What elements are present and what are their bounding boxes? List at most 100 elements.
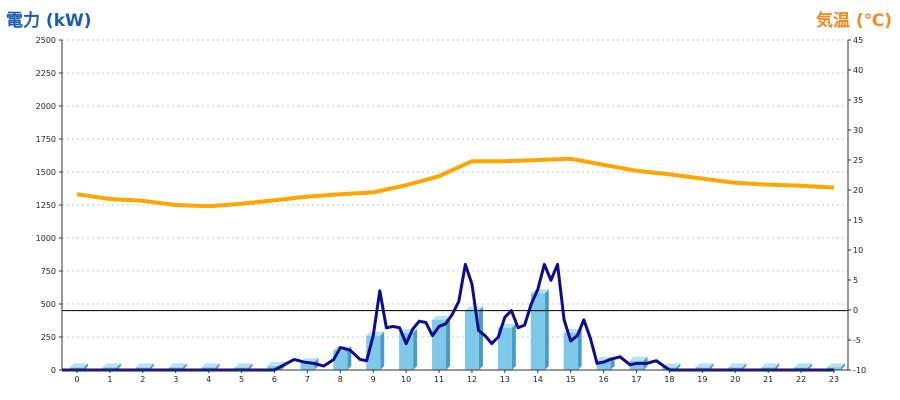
bar-side [182,363,187,370]
right-tick-label: 5 [853,276,858,285]
x-tick-label: 2 [140,375,145,384]
right-tick-label: 45 [853,36,863,45]
bar-top [629,356,648,361]
grid-lines [62,39,848,338]
power-line [62,262,834,372]
bar [530,293,545,370]
bar-side [248,363,253,370]
bar-side [84,363,88,370]
left-tick-label: 2250 [36,69,56,78]
bar-side [775,363,780,370]
right-tick-label: 30 [853,126,863,135]
bar [497,327,512,370]
x-tick-label: 19 [697,375,707,384]
x-tick-label: 3 [173,375,178,384]
right-tick-label: 10 [853,246,863,255]
bar-side [511,323,516,370]
x-tick-label: 23 [829,375,839,384]
bar-top [827,363,845,368]
right-axis-title: 気温 (℃) [815,11,892,31]
bar-top [432,315,451,320]
x-tick-label: 0 [74,375,79,384]
left-tick-labels: 0 250 500 750 1000 1250 1500 1750 2000 2250 2500 [36,36,62,375]
left-tick-label: 1750 [36,135,56,144]
bar-top [761,363,780,368]
bar-side [413,329,418,370]
x-tick-label: 16 [599,375,609,384]
left-tick-label: 500 [41,300,56,309]
bar-side [676,363,681,370]
left-tick-label: 2000 [36,102,56,111]
bar-side [478,306,483,370]
x-tick-label: 4 [206,375,211,384]
bar-side [116,363,121,370]
right-tick-label: 40 [853,66,863,75]
bar-top [70,363,88,368]
left-axis-title: 電力 (kW) [6,11,92,31]
x-tick-label: 14 [533,375,543,384]
right-tick-label: 20 [853,186,863,195]
right-tick-labels: -10 -5 0 5 10 15 20 25 30 35 40 45 [848,36,866,375]
bar-side [215,363,220,370]
right-tick-label: -5 [853,336,861,345]
x-tick-labels: 0 1 2 3 4 5 6 7 8 9 10 11 12 13 14 15 16 17 18 19 20 21 22 23 [74,370,839,384]
x-tick-label: 9 [371,375,376,384]
bar [464,310,479,370]
x-tick-label: 5 [239,375,244,384]
bar [399,333,414,370]
x-tick-label: 1 [107,375,112,384]
bar-top [201,363,220,368]
x-tick-label: 10 [401,375,411,384]
left-tick-label: 750 [41,267,56,276]
x-tick-label: 17 [631,375,641,384]
bar-side [544,289,549,370]
bar-top [135,363,154,368]
bar [629,360,644,370]
x-tick-label: 12 [467,375,477,384]
x-tick-label: 20 [730,375,740,384]
bar-side [709,363,714,370]
right-tick-label: 0 [853,306,858,315]
bar-side [808,363,813,370]
bar-top [662,363,681,368]
bar-side [742,363,747,370]
bar-top [728,363,747,368]
bar-top [168,363,187,368]
bar-side [577,329,582,370]
right-tick-label: 35 [853,96,863,105]
left-tick-label: 1250 [36,201,56,210]
bar-top [695,363,714,368]
bar-top [102,363,121,368]
x-tick-label: 11 [434,375,444,384]
x-tick-label: 21 [763,375,773,384]
bar [333,350,348,370]
bar-top [234,363,253,368]
temperature-series [76,156,835,209]
bar [300,362,315,370]
right-tick-label: 15 [853,216,863,225]
x-tick-label: 15 [566,375,576,384]
bar-top [366,331,385,336]
right-tick-label: -10 [853,366,866,375]
power-series [62,262,834,372]
temperature-line [76,156,835,209]
bar-top [794,363,813,368]
bar-side [380,331,385,370]
left-tick-label: 250 [41,333,56,342]
right-tick-label: 25 [853,156,863,165]
x-tick-label: 18 [664,375,674,384]
left-tick-label: 0 [51,366,56,375]
left-tick-label: 1500 [36,168,56,177]
bar-side [841,363,845,370]
bar [267,366,282,370]
bar-side [446,315,451,370]
x-tick-label: 7 [305,375,310,384]
x-tick-label: 8 [338,375,343,384]
x-tick-label: 13 [500,375,510,384]
x-tick-label: 6 [272,375,277,384]
left-tick-label: 1000 [36,234,56,243]
bar-side [149,363,154,370]
left-tick-label: 2500 [36,36,56,45]
bar [563,333,578,370]
